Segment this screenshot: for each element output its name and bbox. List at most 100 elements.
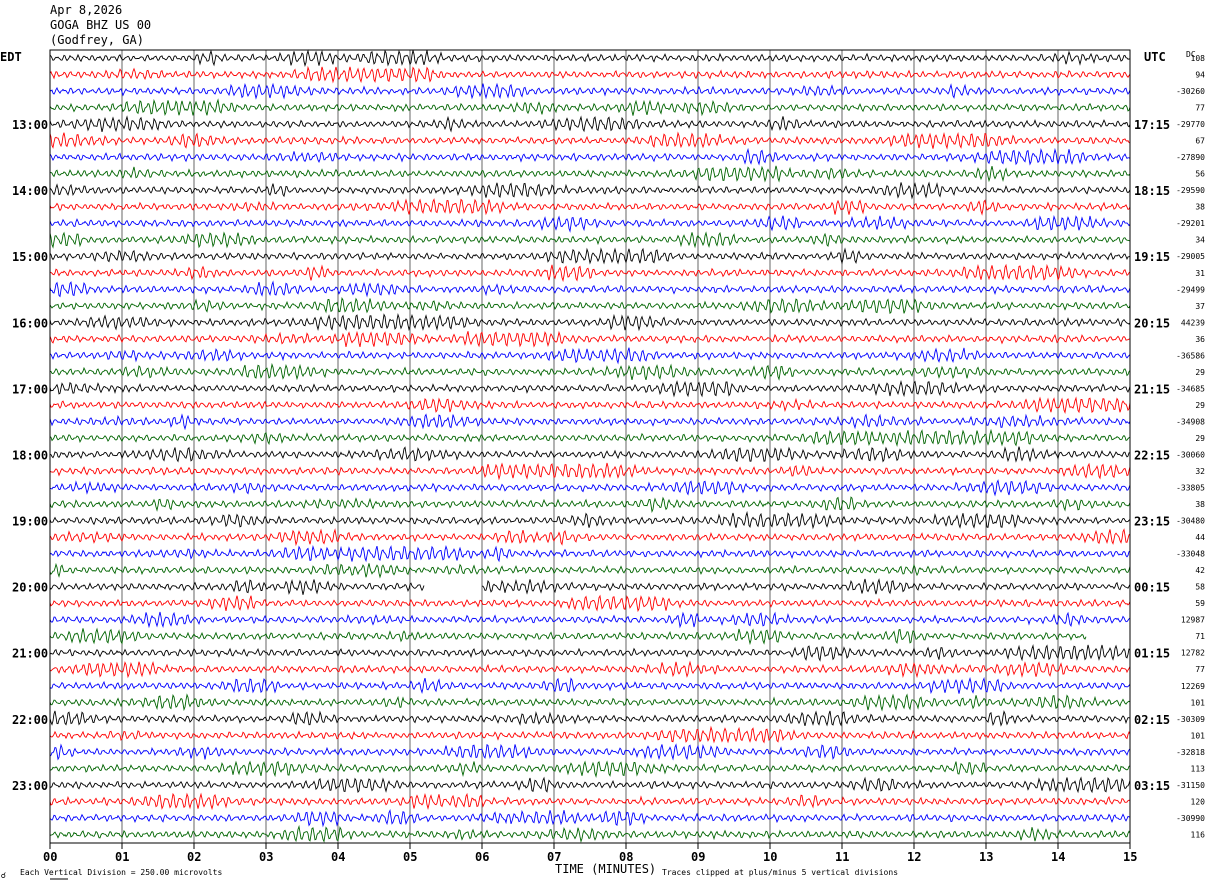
dc-offset-labels: 108 94 -30260 77 -29770 67 -27890 56 -29590 38 -29… (1176, 54, 1205, 839)
dc-offset-label: 32 (1195, 467, 1205, 476)
dc-offset-label: -29590 (1176, 186, 1205, 195)
x-tick-label: 07 (547, 850, 561, 864)
dc-offset-label: 12987 (1181, 616, 1205, 625)
seismic-trace (49, 496, 1131, 514)
utc-hour-label: 01:15 (1134, 647, 1170, 661)
seismic-trace (49, 82, 1131, 100)
dc-offset-label: -30309 (1176, 715, 1205, 724)
utc-hour-label: 21:15 (1134, 382, 1170, 396)
x-axis-title: TIME (MINUTES) (555, 862, 656, 876)
dc-offset-label: -33048 (1176, 550, 1205, 559)
seismic-trace (49, 347, 1131, 365)
dc-offset-label: -29201 (1176, 219, 1205, 228)
dc-offset-label: -34685 (1176, 384, 1205, 393)
dc-offset-label: 29 (1195, 401, 1205, 410)
dc-offset-label: 77 (1195, 104, 1205, 113)
dc-offset-label: -36586 (1176, 351, 1205, 360)
dc-offset-label: -29499 (1176, 285, 1205, 294)
utc-hour-label: 03:15 (1134, 779, 1170, 793)
x-tick-label: 14 (1051, 850, 1065, 864)
dc-offset-label: 113 (1191, 764, 1206, 773)
dc-offset-label: 12782 (1181, 649, 1205, 658)
x-tick-label: 04 (331, 850, 345, 864)
seismic-trace (49, 660, 1131, 679)
edt-hour-label: 15:00 (12, 250, 48, 264)
dc-offset-label: 29 (1195, 368, 1205, 377)
x-tick-label: 03 (259, 850, 273, 864)
seismic-traces (49, 49, 1131, 843)
seismic-trace (49, 594, 1131, 613)
seismic-trace (49, 115, 1131, 133)
x-tick-label: 00 (43, 850, 57, 864)
x-tick-label: 06 (475, 850, 489, 864)
seismic-trace (50, 760, 1131, 779)
seismic-trace (49, 181, 1131, 200)
edt-hour-label: 21:00 (12, 647, 48, 661)
header-station: GOGA BHZ US 00 (50, 18, 152, 32)
utc-axis-label: UTC (1144, 50, 1166, 64)
seismic-trace (49, 330, 1131, 348)
seismic-trace (49, 413, 1131, 431)
plot-frame (49, 49, 1131, 844)
edt-hour-label: 22:00 (12, 713, 48, 727)
utc-hour-label: 22:15 (1134, 448, 1170, 462)
seismic-trace (49, 362, 1131, 381)
seismic-trace (49, 544, 1131, 563)
dc-offset-label: 101 (1191, 698, 1206, 707)
dc-offset-label: 59 (1195, 599, 1205, 608)
seismic-trace (49, 808, 1131, 828)
seismic-trace (49, 792, 1131, 811)
dc-offset-label: -29005 (1176, 252, 1205, 261)
seismic-trace (49, 725, 1131, 744)
seismic-trace (49, 198, 1131, 216)
seismic-trace (49, 263, 1131, 283)
dc-offset-label: -30060 (1176, 450, 1205, 459)
seismic-trace (49, 627, 1087, 646)
utc-hour-label: 17:15 (1134, 118, 1170, 132)
x-tick-label: 02 (187, 850, 201, 864)
seismic-trace (49, 479, 1131, 497)
dc-offset-label: -31150 (1176, 781, 1205, 790)
dc-offset-label: 29 (1195, 434, 1205, 443)
edt-hour-label: 13:00 (12, 118, 48, 132)
scale-note: Each Vertical Division = 250.00 microvol… (20, 868, 222, 877)
dc-offset-label: 44239 (1181, 318, 1205, 327)
dc-offset-label: 94 (1195, 71, 1205, 80)
edt-hour-label: 18:00 (12, 448, 48, 462)
seismic-trace (49, 528, 1131, 547)
minute-grid (121, 50, 1059, 843)
dc-offset-label: 42 (1195, 566, 1205, 575)
seismic-trace (49, 296, 1131, 315)
x-tick-label: 09 (691, 850, 705, 864)
x-tick-label: 08 (619, 850, 633, 864)
seismic-trace (49, 446, 1130, 463)
x-tick-label: 10 (763, 850, 777, 864)
edt-hour-label: 20:00 (12, 581, 48, 595)
dc-offset-label: -33805 (1176, 484, 1205, 493)
clip-note: Traces clipped at plus/minus 5 vertical … (662, 868, 898, 877)
x-tick-label: 13 (979, 850, 993, 864)
dc-offset-label: -27890 (1176, 153, 1205, 162)
edt-hour-label: 17:00 (12, 382, 48, 396)
seismic-trace (49, 462, 1131, 481)
edt-hour-label: 16:00 (12, 316, 48, 330)
seismic-trace (49, 676, 1131, 695)
dc-offset-label: 116 (1191, 830, 1206, 839)
dc-offset-label: 120 (1191, 797, 1206, 806)
seismic-trace (49, 165, 1131, 183)
seismic-trace (49, 65, 1131, 84)
seismic-trace (49, 579, 425, 595)
seismic-trace (481, 578, 1131, 595)
seismic-trace (49, 824, 1131, 843)
dc-offset-label: -32818 (1176, 748, 1205, 757)
dc-offset-label: 56 (1195, 170, 1205, 179)
edt-hour-label: 23:00 (12, 779, 48, 793)
seismic-trace (49, 312, 1131, 332)
dc-offset-label: -30480 (1176, 517, 1205, 526)
edt-hour-label: 14:00 (12, 184, 48, 198)
dc-column-label: DC (1186, 50, 1196, 59)
utc-hour-labels: 17:15 18:15 19:15 20:15 21:15 22:15 23:15 00:15… (1134, 118, 1170, 793)
seismic-trace (49, 776, 1131, 794)
x-axis-ticks: 00 01 02 03 04 05 06 07 08 09 10 11 12 13 14 15 (43, 843, 1137, 864)
seismic-trace (49, 562, 1131, 579)
